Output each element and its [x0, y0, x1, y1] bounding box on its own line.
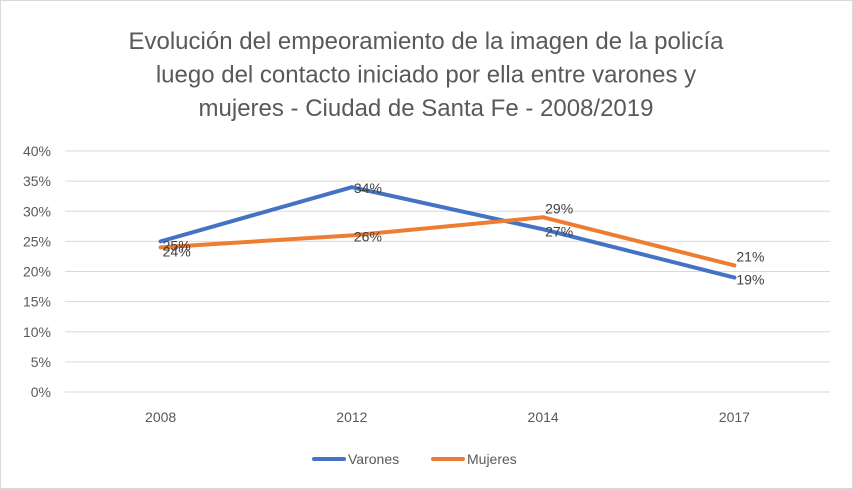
series-line-mujeres: [158, 215, 737, 268]
y-tick-label: 40%: [23, 143, 51, 159]
chart-title: Evolución del empeoramiento de la imagen…: [128, 28, 724, 122]
series-line-varones: [158, 185, 737, 280]
data-label-mujeres: 26%: [354, 228, 382, 244]
data-label-varones: 34%: [354, 180, 382, 196]
data-labels: 25% 34% 27% 19% 24% 26% 29% 21%: [163, 180, 765, 287]
x-tick-label: 2008: [145, 409, 176, 425]
y-tick-label: 10%: [23, 324, 51, 340]
data-label-mujeres: 24%: [163, 243, 191, 259]
data-label-mujeres: 21%: [736, 248, 764, 264]
chart-title-line-1: Evolución del empeoramiento de la imagen…: [128, 28, 724, 55]
series-lines: [158, 185, 737, 280]
y-tick-label: 20%: [23, 264, 51, 280]
data-label-varones: 25%: [163, 237, 191, 253]
chart-title-line-3: mujeres - Ciudad de Santa Fe - 2008/2019: [199, 95, 654, 122]
y-tick-label: 5%: [31, 354, 51, 370]
gridlines: [65, 150, 830, 393]
x-tick-label: 2014: [528, 409, 559, 425]
y-axis-ticks: 0% 5% 10% 15% 20% 25% 30% 35% 40%: [23, 143, 51, 400]
y-tick-label: 35%: [23, 173, 51, 189]
y-tick-label: 25%: [23, 233, 51, 249]
data-label-mujeres: 29%: [545, 200, 573, 216]
legend-label-mujeres: Mujeres: [467, 451, 517, 467]
data-label-varones: 27%: [545, 223, 573, 239]
legend-label-varones: Varones: [348, 451, 399, 467]
y-tick-label: 0%: [31, 384, 51, 400]
y-tick-label: 15%: [23, 294, 51, 310]
x-axis-ticks: 2008 2012 2014 2017: [145, 409, 750, 425]
x-tick-label: 2012: [336, 409, 367, 425]
x-tick-label: 2017: [719, 409, 750, 425]
y-tick-label: 30%: [23, 203, 51, 219]
chart-title-line-2: luego del contacto iniciado por ella ent…: [156, 62, 696, 89]
legend: Varones Mujeres: [312, 451, 517, 467]
data-label-varones: 19%: [736, 272, 764, 288]
